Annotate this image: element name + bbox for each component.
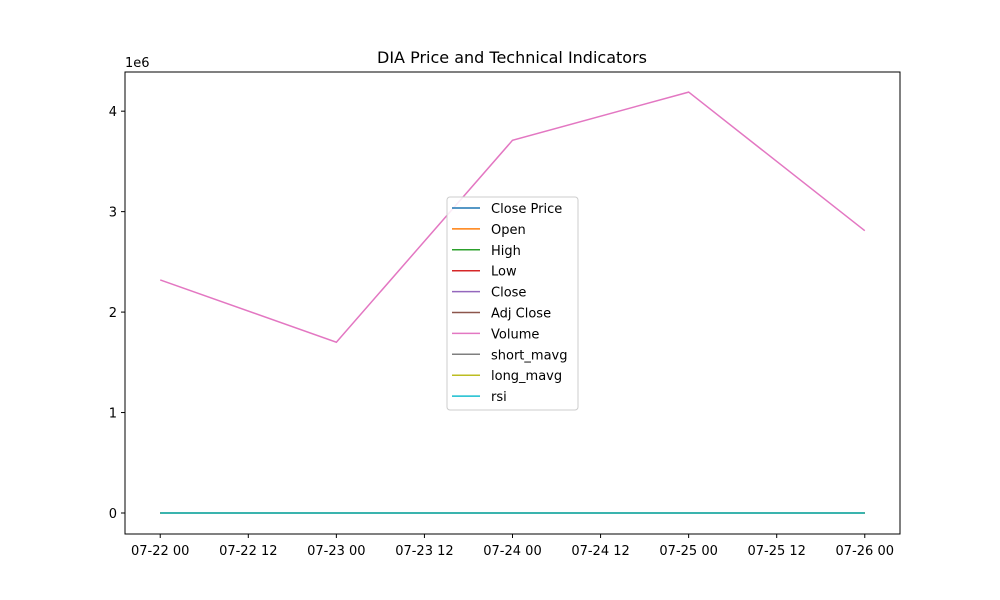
x-tick-label: 07-25 12: [747, 544, 805, 559]
legend-label: rsi: [491, 390, 507, 405]
series-layer: [159, 91, 866, 514]
y-tick-label: 3: [109, 206, 117, 221]
x-tick-label: 07-25 00: [659, 544, 717, 559]
legend-label: Adj Close: [491, 307, 551, 322]
legend-label: Close Price: [491, 202, 562, 217]
x-tick-label: 07-24 12: [571, 544, 629, 559]
x-tick-label: 07-26 00: [836, 544, 894, 559]
x-tick-label: 07-22 12: [219, 544, 277, 559]
x-tick-label: 07-22 00: [131, 544, 189, 559]
y-axis: 0 1 2 3 4: [109, 105, 125, 522]
x-tick-label: 07-24 00: [483, 544, 541, 559]
y-axis-offset-text: 1e6: [125, 56, 150, 71]
legend-label: High: [491, 244, 521, 259]
y-tick-label: 0: [109, 507, 117, 522]
chart-title: DIA Price and Technical Indicators: [377, 48, 647, 67]
legend-label: long_mavg: [491, 369, 562, 384]
legend-label: Open: [491, 223, 526, 238]
y-tick-label: 4: [109, 105, 117, 120]
x-tick-label: 07-23 12: [395, 544, 453, 559]
legend-label: Volume: [491, 327, 539, 342]
legend-label: short_mavg: [491, 348, 567, 363]
x-axis: 07-22 00 07-22 12 07-23 00 07-23 12 07-24 00…: [131, 534, 894, 559]
legend-label: Low: [491, 265, 517, 280]
x-tick-label: 07-23 00: [307, 544, 365, 559]
series-line-volume: [159, 91, 866, 344]
y-tick-label: 1: [109, 407, 117, 422]
legend: Close Price Open High Low Close Adj Close Volu…: [446, 196, 579, 411]
legend-label: Close: [491, 286, 526, 301]
y-tick-label: 2: [109, 306, 117, 321]
